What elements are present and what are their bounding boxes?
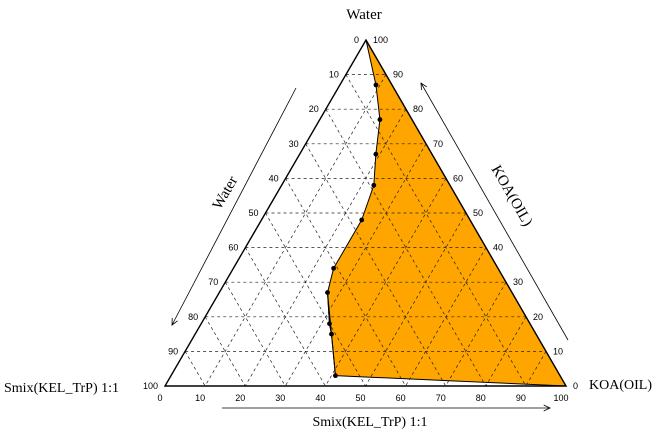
tick-label: 30 bbox=[289, 139, 299, 149]
tick-label: 10 bbox=[195, 393, 205, 403]
tick-label: 90 bbox=[393, 70, 403, 80]
tick-label: 100 bbox=[553, 393, 568, 403]
tick-label: 70 bbox=[208, 277, 218, 287]
left-vertex-label: Smix(KEL_TrP) 1:1 bbox=[4, 381, 119, 396]
tick-label: 100 bbox=[143, 381, 158, 391]
grid-line bbox=[245, 247, 326, 387]
grid-line bbox=[325, 178, 447, 387]
tick-label: 80 bbox=[413, 104, 423, 114]
axis-arrows bbox=[171, 82, 569, 412]
grid-line bbox=[284, 143, 427, 387]
data-point bbox=[333, 373, 338, 379]
tick-label: 20 bbox=[309, 104, 319, 114]
tick-label: 10 bbox=[553, 346, 563, 356]
tick-label: 50 bbox=[355, 393, 365, 403]
tick-label: 0 bbox=[573, 381, 578, 391]
tick-label: 90 bbox=[516, 393, 526, 403]
data-point bbox=[377, 117, 383, 122]
tick-label: 50 bbox=[248, 208, 258, 218]
grid-line bbox=[405, 247, 487, 387]
grid-line bbox=[285, 178, 406, 387]
tick-label: 80 bbox=[476, 393, 486, 403]
tick-label: 100 bbox=[373, 35, 388, 45]
data-point bbox=[327, 321, 332, 327]
bottom-axis-arrow-head bbox=[543, 404, 551, 412]
tick-label: 30 bbox=[275, 393, 285, 403]
grid-line bbox=[445, 282, 507, 387]
tick-labels: 0102030405060708090100100908070605040302… bbox=[143, 35, 578, 403]
bottom-axis-label: Smix(KEL_TrP) 1:1 bbox=[312, 415, 427, 430]
right-side-axis-label: KOA(OIL) bbox=[488, 163, 536, 229]
grid-lines bbox=[184, 74, 547, 387]
data-point bbox=[371, 182, 377, 188]
grid-line bbox=[244, 109, 407, 387]
triangle-frame bbox=[163, 38, 568, 387]
data-point bbox=[373, 151, 379, 157]
left-side-axis-label: Water bbox=[210, 174, 242, 213]
data-point bbox=[373, 82, 379, 88]
right-axis-arrow-head bbox=[420, 82, 427, 91]
tick-label: 90 bbox=[168, 346, 178, 356]
grid-line bbox=[305, 143, 447, 387]
grid-line bbox=[204, 316, 246, 387]
top-vertex-label: Water bbox=[346, 7, 381, 23]
tick-label: 80 bbox=[188, 312, 198, 322]
boundary-points bbox=[325, 82, 383, 379]
tick-label: 70 bbox=[436, 393, 446, 403]
data-point bbox=[331, 265, 336, 271]
tick-label: 60 bbox=[453, 173, 463, 183]
tick-label: 30 bbox=[513, 277, 523, 287]
tick-label: 20 bbox=[235, 393, 245, 403]
tick-label: 20 bbox=[533, 312, 543, 322]
right-vertex-label: KOA(OIL) bbox=[589, 378, 652, 393]
data-point bbox=[325, 290, 330, 295]
grid-line bbox=[224, 282, 286, 387]
tick-label: 0 bbox=[157, 393, 162, 403]
left-axis-arrow bbox=[171, 87, 297, 326]
grid-line bbox=[525, 351, 547, 387]
tick-label: 0 bbox=[354, 35, 359, 45]
grid-line bbox=[325, 109, 487, 387]
tick-label: 40 bbox=[269, 173, 279, 183]
tick-label: 60 bbox=[228, 243, 238, 253]
grid-line bbox=[485, 316, 527, 387]
tick-label: 10 bbox=[329, 70, 339, 80]
tick-label: 40 bbox=[493, 243, 503, 253]
tick-label: 70 bbox=[433, 139, 443, 149]
right-axis-arrow bbox=[420, 82, 569, 341]
grid-line bbox=[204, 74, 387, 387]
tick-label: 60 bbox=[396, 393, 406, 403]
data-point bbox=[329, 331, 334, 337]
tick-label: 40 bbox=[315, 393, 325, 403]
tick-label: 50 bbox=[473, 208, 483, 218]
left-axis-arrow-head bbox=[171, 317, 178, 326]
grid-line bbox=[184, 351, 206, 387]
data-point bbox=[359, 217, 365, 223]
